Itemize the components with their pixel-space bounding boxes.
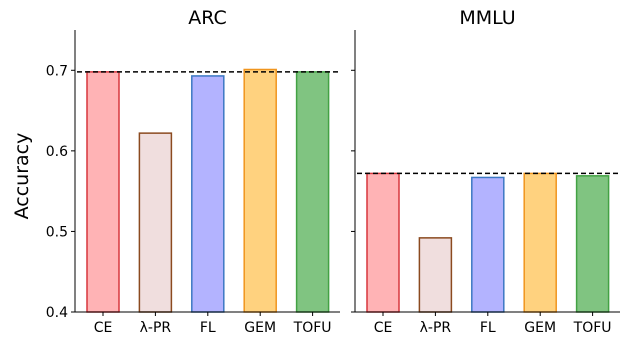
x-tick-label: GEM [244,320,276,336]
x-tick-label: λ-PR [140,320,172,336]
bar-arc-2 [191,75,225,313]
x-tick-label: TOFU [573,320,612,336]
bar-arc-4 [295,71,330,313]
x-tick-label: TOFU [293,320,332,336]
bar-mmlu-4 [575,175,610,313]
y-tick-label: 0.5 [46,224,68,240]
y-axis-label: Accuracy [11,133,33,220]
x-tick-label: CE [374,320,393,336]
x-tick-label: GEM [524,320,556,336]
panel-0: CE λ-PR FL GEM TOFU 0.4 0.5 0.6 0.7 ARC Accuracy [11,7,340,336]
bar-arc-1 [138,132,173,313]
panel-title: MMLU [459,7,515,29]
y-tick-label: 0.4 [46,305,68,321]
x-tick-label: λ-PR [420,320,452,336]
bar-mmlu-1 [418,237,453,313]
x-tick-label: FL [480,320,496,336]
y-tick-label: 0.6 [46,144,68,160]
bar-arc-3 [243,68,277,313]
x-tick-label: FL [200,320,216,336]
x-tick-label: CE [94,320,113,336]
bar-mmlu-3 [523,172,557,313]
bar-mmlu-0 [366,172,400,313]
bar-arc-0 [86,71,120,313]
panel-1: CE λ-PR FL GEM TOFU MMLU [351,7,620,336]
bar-mmlu-2 [471,176,505,313]
panel-title: ARC [188,7,227,29]
y-tick-label: 0.7 [46,63,68,79]
